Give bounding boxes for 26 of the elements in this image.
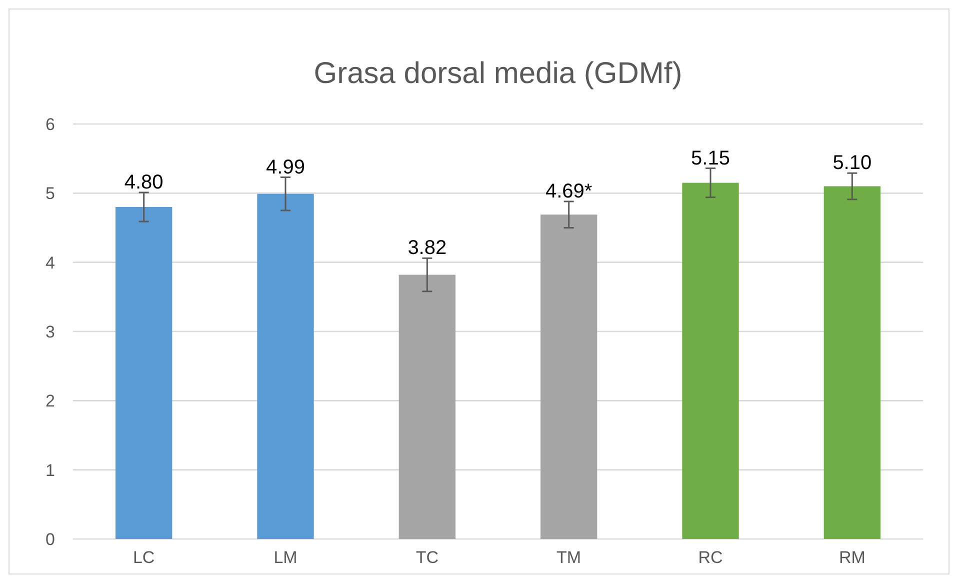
chart-title: Grasa dorsal media (GDMf) — [314, 57, 682, 90]
data-label: 5.15 — [691, 147, 730, 170]
data-label: 4.99 — [266, 156, 305, 178]
y-tick-label: 0 — [46, 530, 55, 549]
bar — [682, 182, 739, 539]
data-label: 5.10 — [832, 152, 872, 174]
y-tick-label: 2 — [46, 392, 55, 411]
bar — [398, 274, 456, 539]
y-tick-label: 1 — [46, 460, 55, 480]
y-tick-label: 6 — [46, 115, 55, 134]
data-label: 4.69* — [545, 180, 592, 202]
data-label: 3.82 — [408, 237, 447, 260]
y-tick-label: 4 — [46, 253, 55, 272]
x-tick-label: TM — [556, 548, 582, 567]
y-tick-label: 5 — [46, 184, 55, 204]
x-tick-label: LC — [132, 548, 155, 567]
x-tick-label: LM — [274, 548, 298, 567]
x-tick-label: RM — [838, 548, 866, 567]
y-tick-label: 3 — [46, 322, 55, 342]
bar — [257, 194, 314, 539]
bar — [540, 214, 598, 539]
x-tick-label: RC — [698, 548, 723, 567]
bar — [116, 207, 172, 539]
x-tick-label: TC — [416, 548, 439, 567]
bar — [824, 186, 880, 539]
data-label: 4.80 — [124, 171, 164, 194]
